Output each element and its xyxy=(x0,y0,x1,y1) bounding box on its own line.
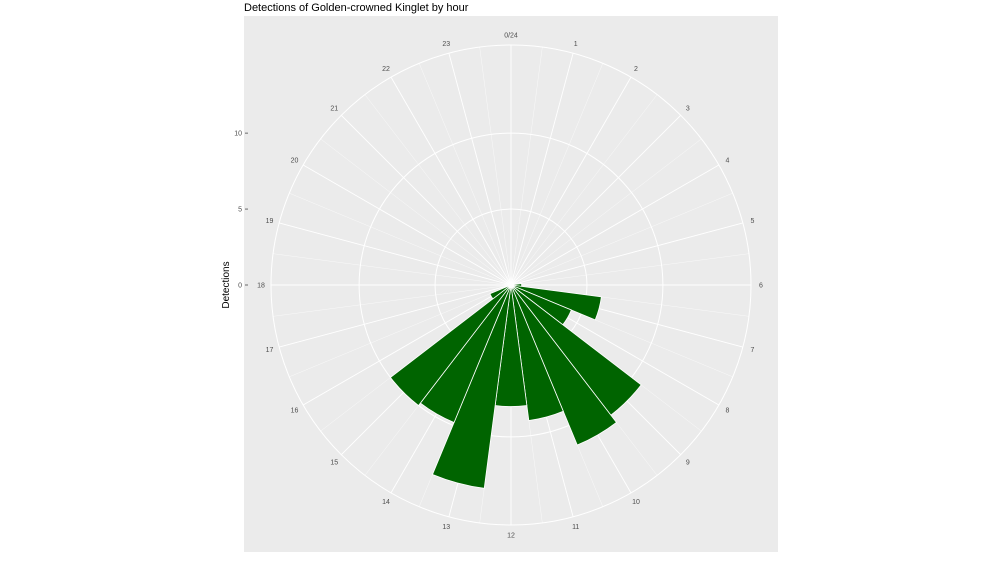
angle-tick-label: 15 xyxy=(330,459,338,466)
angle-tick-label: 20 xyxy=(291,158,299,165)
grid-spoke xyxy=(340,114,512,286)
angle-tick-label: 3 xyxy=(686,106,690,113)
grid-spoke-minor xyxy=(510,63,604,286)
angle-tick-label: 17 xyxy=(266,347,274,354)
grid-spoke-minor xyxy=(510,94,658,286)
angle-tick-label: 5 xyxy=(751,218,755,225)
grid-spoke-minor xyxy=(510,192,733,286)
grid-spoke-minor xyxy=(273,253,512,286)
radial-tick-label: 0 xyxy=(238,283,242,290)
y-axis-title: Detections xyxy=(221,261,232,308)
grid-spoke xyxy=(279,284,512,348)
angle-tick-label: 12 xyxy=(507,533,515,540)
bars-layer xyxy=(389,283,642,489)
grid-spoke-minor xyxy=(289,284,512,378)
angle-ticks-layer: 0/24123456789101112131415161718192021222… xyxy=(257,33,763,540)
grid-spoke-minor xyxy=(320,138,512,286)
angle-tick-label: 13 xyxy=(442,524,450,531)
bar-hour-7 xyxy=(510,284,602,321)
grid-spoke-minor xyxy=(510,138,702,286)
bar-hour-10 xyxy=(510,284,617,446)
angle-tick-label: 18 xyxy=(257,283,265,290)
angle-tick-label: 23 xyxy=(442,41,450,48)
radial-tick-label: 10 xyxy=(234,131,242,138)
grid-spoke xyxy=(302,164,512,286)
angle-tick-label: 2 xyxy=(634,66,638,73)
bar-hour-17 xyxy=(507,284,512,287)
grid-spoke xyxy=(279,222,512,286)
grid-spoke xyxy=(510,53,574,286)
grid-spoke-minor xyxy=(418,63,512,286)
angle-tick-label: 7 xyxy=(751,347,755,354)
angle-tick-label: 21 xyxy=(330,106,338,113)
bar-hour-13 xyxy=(432,284,512,489)
grid-spoke xyxy=(390,76,512,286)
grid-spoke xyxy=(510,164,720,286)
angle-tick-label: 0/24 xyxy=(504,33,518,40)
grid-spoke-minor xyxy=(510,47,543,286)
radial-tick-label: 5 xyxy=(238,207,242,214)
angle-tick-label: 8 xyxy=(726,408,730,415)
bar-hour-15 xyxy=(389,284,512,407)
angle-tick-label: 10 xyxy=(632,499,640,506)
grid-spoke-minor xyxy=(479,47,512,286)
grid-spoke-minor xyxy=(289,192,512,286)
angle-tick-label: 22 xyxy=(382,66,390,73)
grid-spoke xyxy=(510,222,743,286)
grid-spoke xyxy=(302,284,512,406)
grid-spoke-minor xyxy=(273,284,512,317)
angle-tick-label: 6 xyxy=(759,283,763,290)
bar-hour-16 xyxy=(489,284,512,300)
angle-tick-label: 4 xyxy=(726,158,730,165)
angle-tick-label: 1 xyxy=(574,41,578,48)
angle-tick-label: 16 xyxy=(291,408,299,415)
radial-ticks-layer: 0 5 10 xyxy=(234,131,248,290)
angle-tick-label: 14 xyxy=(382,499,390,506)
grid-spoke xyxy=(510,76,632,286)
grid-spoke-minor xyxy=(510,253,749,286)
chart-title: Detections of Golden-crowned Kinglet by … xyxy=(244,2,469,14)
grid-spoke-minor xyxy=(364,94,512,286)
angle-tick-label: 11 xyxy=(572,524,579,531)
bar-hour-11 xyxy=(510,284,564,421)
angle-tick-label: 9 xyxy=(686,459,690,466)
grid-spoke xyxy=(510,114,682,286)
grid-spoke xyxy=(448,53,512,286)
angle-tick-label: 19 xyxy=(266,218,274,225)
